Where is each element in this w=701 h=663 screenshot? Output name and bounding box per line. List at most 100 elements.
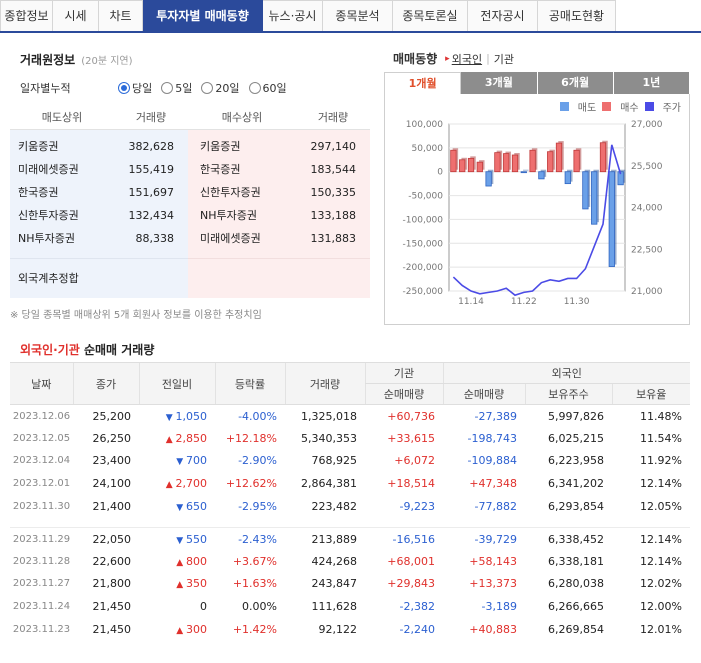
gap-cell	[10, 517, 690, 528]
broker-name[interactable]: 키움증권	[18, 140, 59, 153]
broker-volume: 133,188	[310, 209, 357, 222]
cell-rate: -2.95%	[238, 499, 277, 513]
period-tab-2[interactable]: 6개월	[537, 72, 614, 94]
cell-ratio: 12.02%	[640, 577, 682, 591]
chart-legend: 매도 매수 주가	[554, 99, 681, 114]
table-row: 2023.12.04 23,400 ▼ 700 -2.90% 768,925 +6,072…	[10, 450, 690, 473]
cell-ratio: 11.92%	[640, 454, 682, 468]
triangle-down-icon: ▼	[176, 502, 186, 513]
broker-name[interactable]: 신한투자증권	[18, 209, 79, 222]
broker-name[interactable]: 한국증권	[200, 163, 241, 176]
legend-swatch	[559, 102, 569, 111]
col-inst-group: 기관	[364, 362, 443, 384]
bar-14	[573, 149, 580, 173]
tab-8[interactable]: 공매도현황	[538, 0, 616, 31]
broker-name[interactable]: 키움증권	[200, 140, 241, 153]
bar-18	[608, 171, 615, 267]
x-tick: 11.30	[564, 297, 590, 307]
cell-change: ▲ 350	[139, 573, 215, 596]
legend-item: 매도	[559, 99, 596, 114]
legend-label: 매수	[620, 103, 639, 114]
legend-label: 주가	[662, 103, 681, 114]
cell-volume: 223,482	[311, 499, 358, 513]
radio-period-1[interactable]: 5일	[161, 80, 192, 96]
broker-name[interactable]: NH투자증권	[200, 209, 257, 222]
trend-chart: 매도 매수 주가 100,000 50,000 0 -50,000 -100,000 -150…	[384, 94, 690, 325]
period-tab-0[interactable]: 1개월	[384, 72, 462, 94]
y-right-tick: 24,000	[631, 204, 663, 214]
radio-period-3[interactable]: 60일	[248, 80, 287, 96]
cell-holdings: 6,266,665	[548, 600, 604, 614]
change-value: 350	[186, 577, 207, 591]
change-value: 2,700	[175, 477, 208, 491]
broker-name[interactable]: 미래에셋증권	[200, 232, 261, 245]
col-change: 전일비	[138, 362, 215, 405]
y-left-tick: -100,000	[403, 215, 444, 225]
legend-swatch	[644, 102, 654, 111]
broker-name[interactable]: NH투자증권	[18, 232, 75, 245]
cell-volume: 243,847	[311, 577, 358, 591]
cell-foreign-net: +40,883	[469, 622, 517, 636]
cell-holdings: 6,338,181	[548, 554, 604, 568]
main-tabs: 종합정보 시세 차트 투자자별 매매동향 뉴스·공시 종목분석 종목토론실 전자공시 공매도현황	[0, 0, 701, 33]
change-value: 550	[186, 532, 207, 546]
cell-close: 21,800	[92, 577, 132, 591]
cell-foreign-net: +47,348	[469, 477, 517, 491]
cell-change: ▲ 300	[139, 618, 215, 641]
broker-name[interactable]: 한국증권	[18, 186, 59, 199]
radio-period-2[interactable]: 20일	[201, 80, 240, 96]
tab-7[interactable]: 전자공시	[468, 0, 538, 31]
y-right-tick: 21,000	[631, 287, 663, 297]
cell-date: 2023.11.29	[12, 533, 71, 545]
col-foreign-group: 외국인	[442, 362, 690, 384]
tab-1[interactable]: 시세	[53, 0, 99, 31]
sell-broker-row: NH투자증권 88,338	[10, 227, 188, 250]
period-tab-1[interactable]: 3개월	[461, 72, 538, 94]
triangle-down-icon: ▼	[176, 535, 186, 546]
bar-15	[582, 171, 589, 210]
tab-0[interactable]: 종합정보	[0, 0, 53, 31]
cell-ratio: 11.54%	[640, 431, 682, 445]
cell-inst-net: +60,736	[387, 409, 435, 423]
cell-rate: +1.63%	[232, 577, 277, 591]
cell-change: ▼ 550	[139, 527, 215, 550]
cell-foreign-net: +13,373	[469, 577, 517, 591]
y-left-tick: -150,000	[403, 239, 444, 249]
triangle-up-icon: ▲	[165, 434, 176, 445]
cell-holdings: 6,338,452	[548, 532, 604, 546]
broker-section-title: 거래원정보 (20분 지연)	[20, 51, 133, 68]
tab-4[interactable]: 뉴스·공시	[263, 0, 323, 31]
net-trade-title-inst: 기관	[57, 343, 80, 357]
bar-11	[547, 151, 554, 173]
y-right-tick: 25,500	[631, 162, 663, 172]
trend-option-foreign[interactable]: 외국인	[451, 52, 483, 66]
cell-holdings: 6,025,215	[548, 431, 604, 445]
broker-table: 매도상위 거래량 키움증권 382,628 미래에셋증권 155,419 한국증권 151,…	[10, 106, 370, 298]
tab-2[interactable]: 차트	[99, 0, 143, 31]
triangle-up-icon: ▲	[176, 625, 186, 636]
y-left-tick: 0	[437, 168, 443, 178]
tab-5[interactable]: 종목분석	[323, 0, 393, 31]
broker-note: ※ 당일 종목별 매매상위 5개 회원사 정보를 이용한 추정치임	[10, 310, 262, 321]
broker-name[interactable]: 미래에셋증권	[18, 163, 79, 176]
col-close: 종가	[72, 362, 139, 405]
tab-3[interactable]: 투자자별 매매동향	[143, 0, 263, 31]
cell-foreign-net: -39,729	[474, 532, 517, 546]
tab-6[interactable]: 종목토론실	[393, 0, 468, 31]
period-tab-3[interactable]: 1년	[613, 72, 690, 94]
cell-date: 2023.11.30	[12, 500, 71, 512]
cell-rate: +1.42%	[232, 622, 277, 636]
table-row: 2023.11.28 22,600 ▲ 800 +3.67% 424,268 +68,00…	[10, 550, 690, 573]
cell-foreign-net: -77,882	[474, 499, 517, 513]
cell-close: 21,450	[92, 622, 132, 636]
accum-label: 일자별누적	[20, 82, 71, 95]
cell-rate: -2.43%	[238, 532, 277, 546]
cell-inst-net: -2,240	[399, 622, 435, 636]
accum-selector: 일자별누적 당일 5일 20일 60일	[20, 78, 370, 98]
broker-name[interactable]: 신한투자증권	[200, 186, 261, 199]
col-foreign-net: 순매매량	[442, 383, 525, 405]
trend-option-institution[interactable]: 기관	[493, 52, 515, 66]
arrow-right-icon: ▸	[445, 53, 450, 64]
col-date: 날짜	[10, 362, 73, 405]
radio-period-0[interactable]: 당일	[118, 80, 152, 96]
